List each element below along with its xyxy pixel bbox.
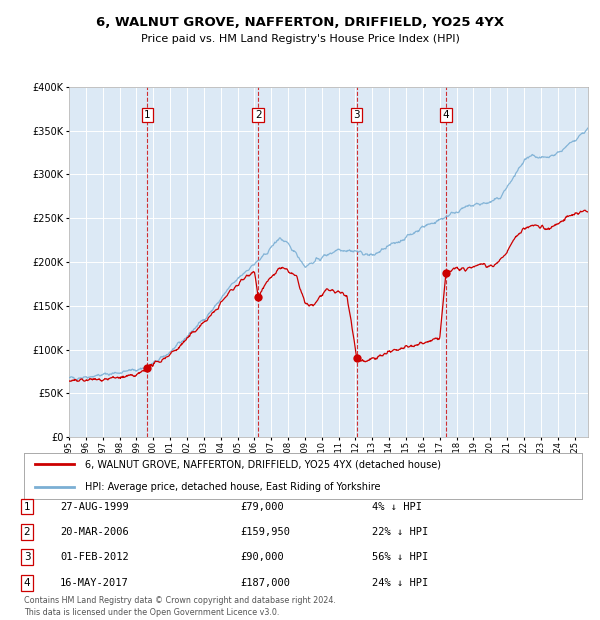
Text: £79,000: £79,000: [240, 502, 284, 512]
Text: 4% ↓ HPI: 4% ↓ HPI: [372, 502, 422, 512]
Text: 6, WALNUT GROVE, NAFFERTON, DRIFFIELD, YO25 4YX (detached house): 6, WALNUT GROVE, NAFFERTON, DRIFFIELD, Y…: [85, 459, 442, 469]
Text: 6, WALNUT GROVE, NAFFERTON, DRIFFIELD, YO25 4YX: 6, WALNUT GROVE, NAFFERTON, DRIFFIELD, Y…: [96, 16, 504, 29]
Text: 1: 1: [23, 502, 31, 512]
Text: 4: 4: [443, 110, 449, 120]
Text: HPI: Average price, detached house, East Riding of Yorkshire: HPI: Average price, detached house, East…: [85, 482, 381, 492]
Text: 4: 4: [23, 578, 31, 588]
Text: 3: 3: [353, 110, 360, 120]
Text: 1: 1: [144, 110, 151, 120]
Text: 3: 3: [23, 552, 31, 562]
Text: 20-MAR-2006: 20-MAR-2006: [60, 527, 129, 537]
Text: £187,000: £187,000: [240, 578, 290, 588]
Text: £90,000: £90,000: [240, 552, 284, 562]
Text: 56% ↓ HPI: 56% ↓ HPI: [372, 552, 428, 562]
Text: 16-MAY-2017: 16-MAY-2017: [60, 578, 129, 588]
Text: 2: 2: [23, 527, 31, 537]
Text: Price paid vs. HM Land Registry's House Price Index (HPI): Price paid vs. HM Land Registry's House …: [140, 34, 460, 44]
Text: £159,950: £159,950: [240, 527, 290, 537]
Text: 27-AUG-1999: 27-AUG-1999: [60, 502, 129, 512]
Text: Contains HM Land Registry data © Crown copyright and database right 2024.
This d: Contains HM Land Registry data © Crown c…: [24, 596, 336, 617]
Text: 24% ↓ HPI: 24% ↓ HPI: [372, 578, 428, 588]
Text: 22% ↓ HPI: 22% ↓ HPI: [372, 527, 428, 537]
Text: 2: 2: [255, 110, 262, 120]
Text: 01-FEB-2012: 01-FEB-2012: [60, 552, 129, 562]
